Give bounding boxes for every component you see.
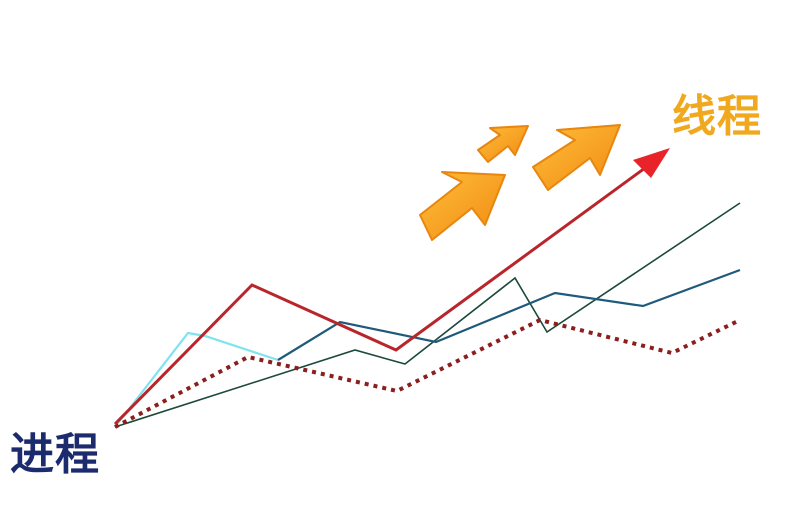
blue-line — [277, 268, 741, 361]
thread-label: 线程 — [672, 91, 762, 142]
process-label: 进程 — [10, 429, 100, 480]
orange-arrows-group — [419, 124, 621, 241]
dark-green-line — [114, 202, 741, 428]
orange-arrow-icon — [532, 124, 621, 191]
red-arrowhead-icon — [633, 148, 670, 178]
orange-arrow-icon — [477, 125, 529, 163]
red-arrow-line — [113, 166, 646, 426]
orange-arrow-icon — [419, 171, 506, 241]
light-blue-line-segment — [114, 331, 279, 428]
dotted-red-line — [114, 317, 741, 429]
